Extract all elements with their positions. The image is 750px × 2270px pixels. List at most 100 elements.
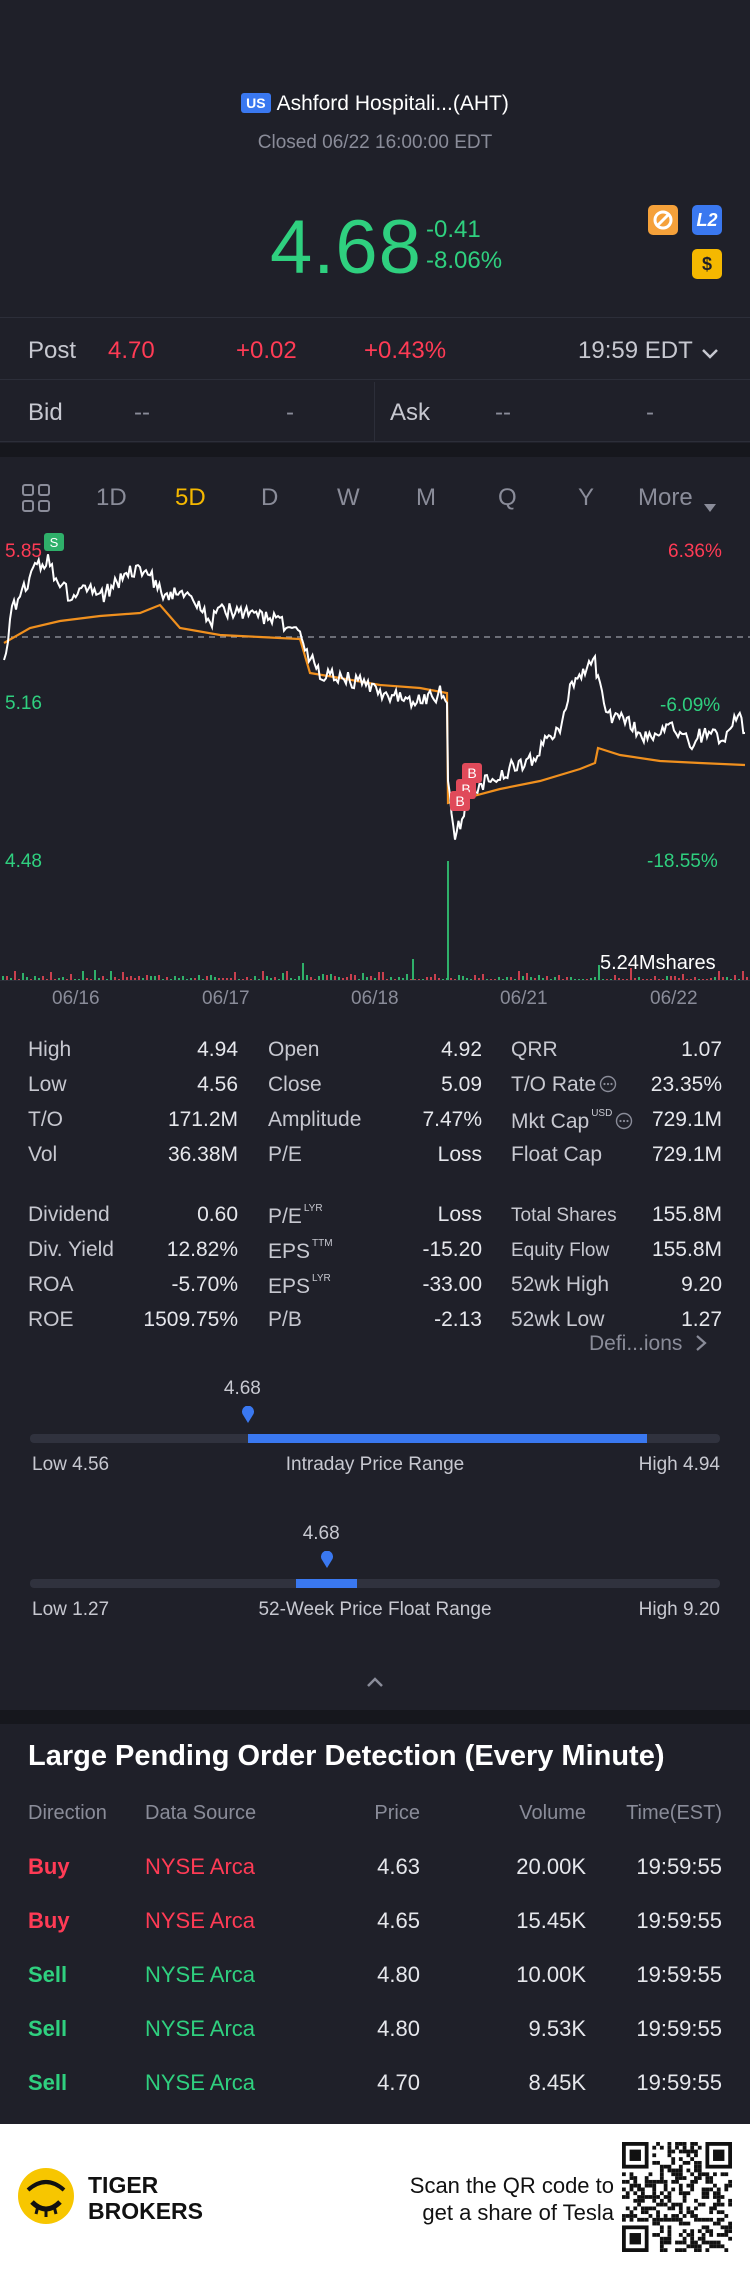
price-change: -0.41 -8.06% — [426, 214, 502, 276]
chevron-down-icon[interactable] — [700, 340, 720, 368]
volume-bar — [366, 977, 368, 981]
volume-bar — [722, 977, 724, 981]
orange-o-icon[interactable] — [648, 205, 678, 235]
volume-bar — [382, 972, 384, 981]
volume-bar — [482, 974, 484, 981]
volume-bar — [670, 976, 672, 981]
stat-label: Float Cap — [511, 1143, 602, 1167]
volume-bar — [318, 976, 320, 981]
chevron-up-icon[interactable] — [365, 1674, 385, 1690]
volume-bar — [654, 976, 656, 981]
order-time: 19:59:55 — [636, 2016, 722, 2041]
stat-label: Dividend — [28, 1203, 110, 1227]
stat-label: Low — [28, 1073, 67, 1097]
last-price: 4.68 — [270, 205, 422, 290]
range-low-label: Low 1.27 — [32, 1599, 110, 1620]
promo-footer[interactable]: TIGER BROKERS Scan the QR code to get a … — [0, 2124, 750, 2270]
volume-bar — [458, 975, 460, 981]
volume-bar — [50, 972, 52, 981]
volume-bar — [102, 976, 104, 981]
volume-bar — [178, 978, 180, 981]
volume-bar — [554, 977, 556, 981]
qr-code-icon[interactable] — [622, 2142, 732, 2252]
volume-bar — [362, 973, 364, 981]
more-info-icon[interactable] — [615, 1112, 633, 1130]
volume-bar — [290, 978, 292, 981]
order-time: 19:59:55 — [636, 1908, 722, 1933]
post-market-row[interactable]: Post 4.70 +0.02 +0.43% 19:59 EDT — [0, 320, 750, 380]
volume-bar — [62, 977, 64, 981]
price-chart[interactable]: S B B B 5.85 6.36% 5.16 -6.09% 4.48 -18.… — [0, 533, 750, 983]
stat-key: Close — [268, 1073, 322, 1096]
scan-text: Scan the QR code to get a share of Tesla — [360, 2172, 614, 2226]
chart-mid-percent: -6.09% — [660, 695, 721, 716]
volume-bar — [390, 977, 392, 981]
tab-m[interactable]: M — [416, 484, 436, 511]
orders-title: Large Pending Order Detection (Every Min… — [28, 1740, 665, 1772]
column-header: Price — [374, 1802, 420, 1824]
bid-ask-row: Bid -- - Ask -- - — [0, 382, 750, 442]
volume-bar — [594, 977, 596, 981]
dollar-icon[interactable]: $ — [692, 249, 722, 279]
tab-1d[interactable]: 1D — [96, 484, 127, 511]
chart-svg: S B B B — [0, 533, 750, 981]
stat-value: 7.47% — [422, 1108, 482, 1131]
range-low-label: Low 4.56 — [32, 1454, 110, 1475]
stat-value: 4.92 — [441, 1038, 482, 1061]
tab-w[interactable]: W — [337, 484, 360, 511]
stat-value: 0.60 — [197, 1203, 238, 1226]
volume-bar — [694, 977, 696, 981]
tab-5d[interactable]: 5D — [175, 484, 206, 511]
level2-icon[interactable]: L2 — [692, 205, 722, 235]
definitions-link[interactable]: Defi...ions — [589, 1332, 708, 1356]
stat-key: Equity Flow — [511, 1240, 610, 1261]
stat-key: P/E — [268, 1143, 302, 1166]
volume-bar — [466, 978, 468, 981]
volume-bar — [282, 973, 284, 981]
stat-value: -5.70% — [171, 1273, 238, 1296]
stat-value: 729.1M — [651, 1108, 722, 1131]
stat-label: ROA — [28, 1273, 74, 1297]
stat-value: 12.82% — [166, 1238, 238, 1261]
volume-bar — [38, 978, 40, 981]
volume-bar — [558, 975, 560, 981]
ask-price: -- — [495, 399, 511, 426]
column-header: Volume — [519, 1802, 586, 1824]
chart-low-price: 4.48 — [5, 851, 42, 872]
volume-bar — [190, 978, 192, 981]
order-dir: Sell — [28, 1962, 68, 1987]
change-value: -0.41 — [426, 216, 481, 243]
volume-bar — [142, 978, 144, 981]
volume-bar — [534, 978, 536, 981]
intraday-range: 4.68 Low 4.56 Intraday Price Range High … — [30, 1370, 720, 1475]
range-fill — [296, 1579, 358, 1588]
stat-label: QRR — [511, 1038, 558, 1062]
stat-key: Open — [268, 1038, 320, 1061]
more-info-icon[interactable] — [599, 1075, 617, 1093]
volume-bar — [134, 978, 136, 981]
volume-bar — [6, 976, 8, 981]
stat-label: Div. Yield — [28, 1238, 114, 1262]
stat-value: 36.38M — [167, 1143, 238, 1166]
stock-title[interactable]: US Ashford Hospitali...(AHT) — [0, 92, 750, 116]
volume-bar — [678, 978, 680, 981]
stat-label: P/B — [268, 1308, 302, 1332]
trade-marker-sell: S — [44, 533, 64, 551]
post-price: 4.70 — [108, 337, 155, 364]
svg-text:B: B — [461, 781, 470, 797]
tab-y[interactable]: Y — [578, 484, 595, 511]
tab-d[interactable]: D — [261, 484, 279, 511]
ask-label: Ask — [390, 399, 431, 426]
stat-superscript: LYR — [303, 1203, 323, 1214]
stat-value: 4.56 — [197, 1073, 238, 1096]
date-label: 06/22 — [650, 988, 698, 1009]
stat-value: -2.13 — [434, 1308, 482, 1331]
chart-high-percent: 6.36% — [668, 541, 722, 562]
tab-more[interactable]: More — [638, 484, 693, 511]
volume-bar — [158, 975, 160, 981]
order-dir: Buy — [28, 1908, 70, 1933]
tab-q[interactable]: Q — [498, 484, 517, 511]
grid-icon[interactable] — [20, 482, 52, 521]
volume-bar — [114, 977, 116, 981]
volume-bar — [198, 975, 200, 981]
